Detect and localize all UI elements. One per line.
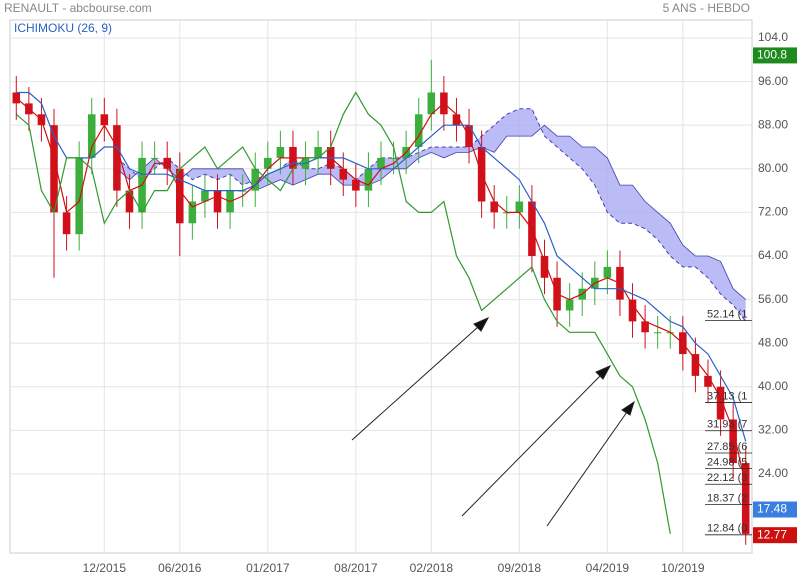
arrow-head — [595, 364, 612, 380]
candle-body — [125, 190, 134, 213]
x-tick-label: 12/2015 — [83, 561, 127, 575]
y-tick-label: 24.00 — [758, 466, 788, 480]
candle-body — [100, 114, 109, 126]
candle-body — [188, 201, 197, 224]
plot-frame — [9, 19, 753, 554]
candle-body — [87, 114, 96, 158]
x-tick-label: 08/2017 — [334, 561, 378, 575]
arrow-head — [473, 316, 490, 332]
y-tick-label: 96.00 — [758, 74, 788, 88]
span-a-line — [116, 108, 747, 322]
fib-label: 12.84 (0 — [707, 523, 747, 535]
candle-body — [565, 299, 574, 311]
x-tick-label: 01/2017 — [246, 561, 290, 575]
arrow — [461, 374, 602, 517]
indicator-line — [16, 91, 747, 442]
candle-body — [339, 168, 348, 180]
candle-body — [490, 201, 498, 213]
arrow — [546, 411, 628, 527]
y-tick-label: 32.00 — [758, 423, 788, 437]
candle-body — [377, 157, 385, 169]
indicator-line — [15, 91, 671, 535]
candle-body — [314, 146, 322, 158]
y-tick-label: 88.00 — [758, 117, 788, 131]
price-badge-label: 100.8 — [757, 48, 787, 62]
candle-body — [540, 255, 549, 278]
candle-body — [515, 201, 524, 213]
fib-label: 24.98 (5 — [707, 457, 747, 469]
candle-body — [641, 321, 649, 333]
arrow — [351, 326, 479, 441]
candle-body — [389, 157, 398, 159]
candle-body — [691, 354, 700, 376]
annotation-arrows — [351, 316, 635, 527]
y-tick-label: 40.00 — [758, 379, 788, 393]
candle-body — [62, 212, 71, 235]
x-tick-label: 10/2019 — [661, 561, 705, 575]
candle-body — [364, 168, 373, 191]
price-badge — [753, 501, 797, 518]
marks — [12, 59, 750, 545]
y-tick-label: 56.00 — [758, 292, 788, 306]
fib-label: 31.93 (7 — [707, 419, 747, 431]
cloud — [116, 108, 746, 322]
candle-body — [352, 179, 360, 191]
y-tick-label: 104.0 — [758, 30, 788, 44]
x-tick-label: 06/2016 — [158, 561, 202, 575]
candle-body — [741, 463, 750, 534]
candle-body — [653, 332, 662, 334]
y-tick-label: 72.00 — [758, 205, 788, 219]
candle-body — [452, 114, 461, 126]
candle-body — [176, 168, 184, 224]
candle-body — [427, 92, 436, 115]
x-tick-label: 09/2018 — [498, 561, 542, 575]
candle-body — [113, 125, 121, 191]
price-badge-label: 12.77 — [757, 527, 787, 541]
price-badge-label: 17.48 — [757, 502, 787, 516]
span-b-line — [116, 124, 746, 300]
candle-body — [603, 266, 612, 278]
chart-title: RENAULT - abcbourse.com — [4, 1, 152, 15]
fib-label: 22.12 (3 — [707, 472, 747, 484]
fib-label: 18.37 (2 — [707, 493, 747, 505]
candle-body — [213, 190, 222, 213]
candle-body — [628, 299, 637, 322]
candle-body — [414, 114, 423, 147]
fib-label: 52.14 (1 — [707, 309, 747, 321]
candle-body — [150, 157, 159, 159]
price-badge — [753, 47, 797, 64]
x-tick-label: 02/2018 — [410, 561, 454, 575]
candle-body — [729, 419, 737, 464]
candle-body — [251, 168, 260, 191]
y-tick-label: 80.00 — [758, 161, 788, 175]
price-badge — [753, 527, 797, 544]
indicator-label: ICHIMOKU (26, 9) — [14, 21, 112, 35]
candle-body — [264, 157, 272, 169]
y-tick-label: 48.00 — [758, 335, 788, 349]
x-tick-label: 04/2019 — [586, 561, 630, 575]
candle-body — [75, 157, 83, 235]
candle-body — [704, 375, 712, 387]
candle-body — [276, 146, 285, 158]
fib-label: 27.85 (6 — [707, 441, 747, 453]
chart-subtitle: 5 ANS - HEBDO — [663, 1, 750, 15]
candle-body — [716, 386, 725, 420]
candle-body — [50, 125, 58, 213]
fib-label: 37.13 (1 — [707, 390, 747, 402]
y-tick-label: 64.00 — [758, 248, 788, 262]
arrow-head — [621, 400, 635, 416]
candle-body — [201, 190, 209, 202]
